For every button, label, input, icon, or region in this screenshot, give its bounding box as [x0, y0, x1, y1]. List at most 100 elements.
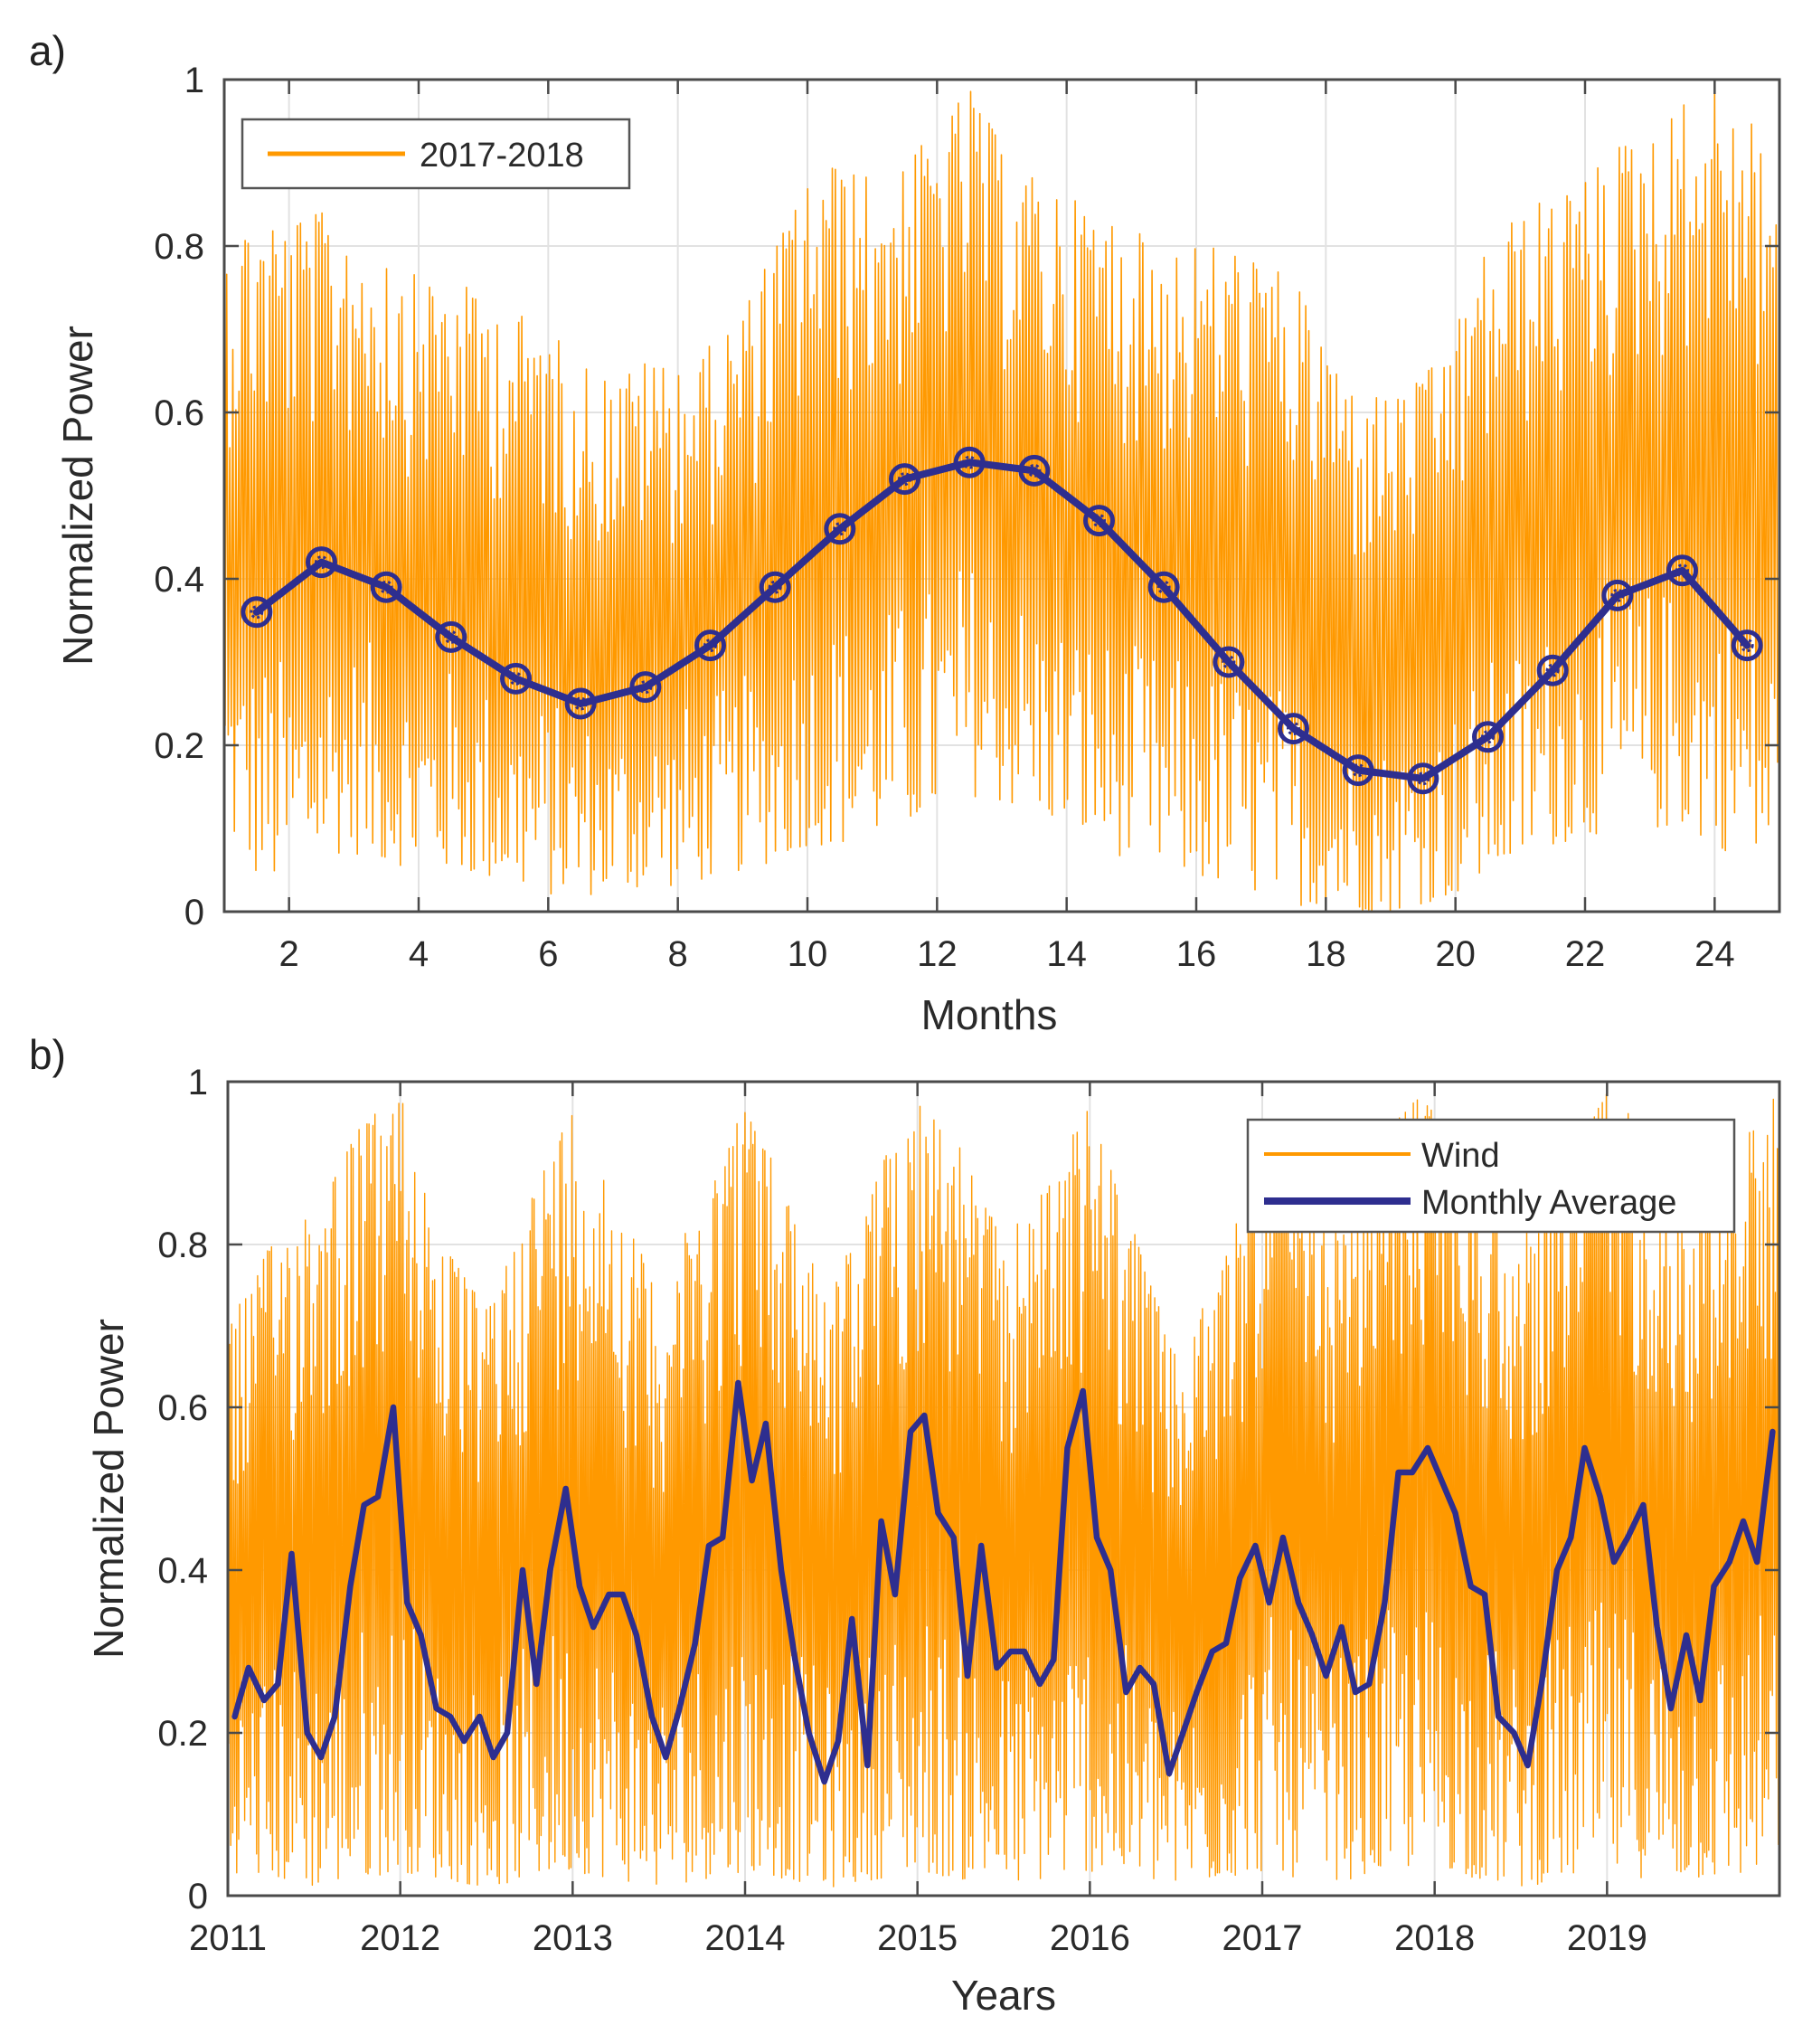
a-average-marker-inner-23: [1740, 639, 1754, 653]
a-average-marker-inner-5: [573, 696, 588, 711]
a-average-marker-6: [629, 671, 662, 704]
a-average-marker-7: [694, 629, 726, 662]
a-average-marker-inner-4: [509, 671, 523, 686]
a-average-marker-inner-12: [1027, 463, 1042, 478]
a-average-marker-inner-1: [315, 555, 328, 570]
a-ytick-label-5: 1: [184, 61, 204, 100]
b-ytick-label-1: 0.2: [157, 1714, 208, 1754]
a-average-marker-11: [953, 446, 986, 478]
a-xtick-label-9: 20: [1435, 934, 1476, 974]
panel-a-label: a): [29, 27, 66, 74]
panel-a-legend: 2017-2018: [241, 118, 631, 190]
b-xtick-label-3: 2014: [705, 1918, 786, 1958]
panel-a-average-series: [241, 446, 1763, 795]
panel-b-label: b): [29, 1031, 66, 1078]
b-ytick-label-5: 1: [188, 1063, 208, 1102]
b-ytick-label-0: 0: [188, 1877, 208, 1916]
a-average-marker-inner-21: [1610, 588, 1625, 602]
panel-b-axes-frame: [226, 1080, 1781, 1897]
a-average-marker-13: [1083, 505, 1115, 537]
a-average-marker-inner-11: [962, 455, 977, 469]
a-average-marker-8: [759, 571, 791, 603]
a-average-marker-22: [1666, 554, 1698, 587]
a-average-marker-12: [1018, 454, 1051, 487]
a-average-marker-inner-15: [1222, 655, 1236, 669]
b-ytick-label-2: 0.4: [157, 1551, 208, 1591]
a-average-marker-19: [1472, 721, 1504, 753]
a-average-marker-10: [889, 463, 920, 496]
b-xtick-label-7: 2018: [1394, 1918, 1475, 1958]
panel-b-wind-series: [228, 1093, 1779, 1888]
a-xtick-label-2: 6: [538, 934, 558, 974]
b-ytick-label-3: 0.6: [157, 1388, 208, 1428]
panel-b-average-series: [231, 1379, 1776, 1785]
a-average-marker-1: [306, 546, 337, 579]
a-average-marker-inner-14: [1156, 580, 1171, 594]
a-average-marker-inner-20: [1545, 663, 1560, 677]
a-average-marker-17: [1342, 754, 1374, 787]
a-xtick-label-3: 8: [668, 934, 688, 974]
a-average-marker-inner-9: [833, 522, 847, 536]
panel-b: b) 00.20.40.60.81 2011 2012 2013 2014 2015 20…: [29, 1031, 1781, 2019]
a-average-marker-inner-17: [1351, 763, 1365, 778]
a-average-marker-2: [370, 571, 402, 603]
panel-a: a) 00.20.40.60.81 2 4 6 8 10 12 14 16 18 20 22 24 M…: [29, 27, 1781, 1038]
a-ytick-label-1: 0.2: [154, 726, 204, 766]
a-average-marker-inner-8: [768, 580, 782, 594]
a-xtick-label-11: 24: [1694, 934, 1735, 974]
a-xtick-label-6: 14: [1046, 934, 1087, 974]
a-xtick-label-10: 22: [1565, 934, 1606, 974]
panel-a-axes-frame: [222, 78, 1781, 913]
panel-b-tick-marks: [226, 1080, 1779, 1897]
a-average-marker-16: [1278, 713, 1309, 745]
b-xtick-label-4: 2015: [877, 1918, 958, 1958]
a-average-marker-inner-2: [379, 580, 393, 594]
a-average-marker-inner-10: [898, 472, 911, 487]
a-average-marker-inner-0: [250, 605, 264, 620]
a-average-marker-inner-6: [638, 680, 653, 695]
panel-b-legend-box: [1246, 1118, 1736, 1234]
b-xtick-label-8: 2019: [1567, 1918, 1647, 1958]
a-average-marker-3: [435, 620, 467, 653]
a-average-marker-14: [1147, 571, 1180, 603]
a-xtick-label-5: 12: [917, 934, 958, 974]
a-average-marker-15: [1213, 646, 1245, 678]
a-wind-line: [224, 90, 1779, 913]
panel-b-legend-label-wind: Wind: [1421, 1137, 1500, 1175]
b-xtick-label-2: 2013: [533, 1918, 613, 1958]
panel-a-y-tick-labels: 0 0.2 0.4 0.6 0.8 1: [154, 61, 204, 932]
a-average-marker-inner-16: [1287, 722, 1300, 736]
panel-b-legend-label-average: Monthly Average: [1421, 1184, 1676, 1222]
a-average-marker-0: [241, 596, 273, 629]
a-average-marker-21: [1601, 579, 1634, 611]
a-average-marker-4: [500, 662, 532, 695]
a-xtick-label-8: 18: [1306, 934, 1346, 974]
a-ytick-label-2: 0.4: [154, 560, 204, 600]
a-average-marker-inner-22: [1675, 563, 1689, 578]
b-xtick-label-5: 2016: [1050, 1918, 1130, 1958]
panel-a-wind-series: [224, 90, 1779, 913]
panel-b-x-axis-label: Years: [951, 1972, 1056, 2019]
panel-a-x-tick-labels: 2 4 6 8 10 12 14 16 18 20 22 24: [279, 934, 1735, 974]
a-ytick-label-0: 0: [184, 893, 204, 932]
panel-b-legend: Wind Monthly Average: [1246, 1118, 1736, 1234]
panel-a-tick-marks: [224, 78, 1779, 913]
a-average-marker-20: [1536, 654, 1569, 686]
b-xtick-label-1: 2012: [360, 1918, 440, 1958]
panel-a-x-axis-label: Months: [921, 991, 1058, 1038]
a-average-marker-inner-3: [444, 629, 458, 644]
a-average-marker-inner-13: [1092, 514, 1106, 528]
a-xtick-label-1: 4: [409, 934, 429, 974]
a-average-marker-23: [1731, 629, 1763, 662]
a-average-marker-18: [1407, 762, 1439, 795]
a-ytick-label-4: 0.8: [154, 227, 204, 267]
a-ytick-label-3: 0.6: [154, 393, 204, 433]
a-xtick-label-0: 2: [279, 934, 299, 974]
b-ytick-label-4: 0.8: [157, 1225, 208, 1265]
a-average-marker-inner-18: [1416, 771, 1430, 786]
a-xtick-label-7: 16: [1176, 934, 1217, 974]
a-average-marker-inner-7: [703, 639, 717, 653]
panel-a-legend-label-wind: 2017-2018: [420, 137, 584, 175]
a-average-marker-5: [564, 687, 597, 720]
